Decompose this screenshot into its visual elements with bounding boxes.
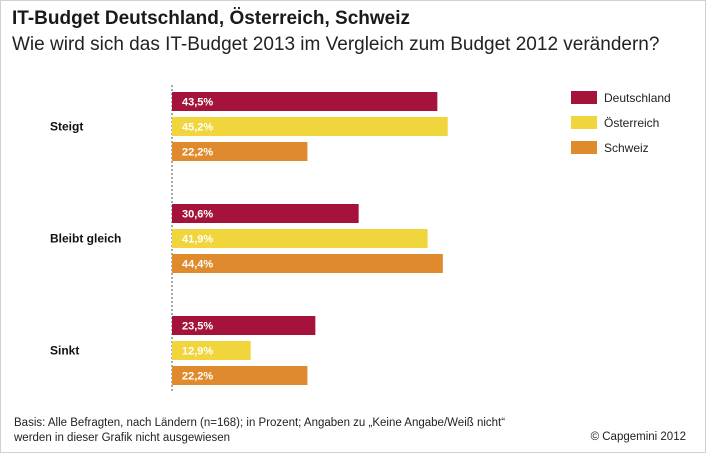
bar-value-label: 45,2%: [182, 122, 213, 134]
bar-schweiz-1: [172, 254, 443, 273]
bar-schweiz-2: [172, 366, 308, 385]
bar-value-label: 30,6%: [182, 209, 213, 221]
legend-swatch: [571, 116, 597, 129]
bar-deutschland-1: [172, 204, 359, 223]
category-labels: Steigt Bleibt gleich Sinkt: [50, 120, 121, 358]
bar-sterreich-2: [172, 341, 251, 360]
bar-sterreich-1: [172, 229, 428, 248]
bar-sterreich-0: [172, 117, 448, 136]
copyright: © Capgemini 2012: [590, 431, 686, 443]
bar-value-label: 41,9%: [182, 234, 213, 246]
legend-swatch: [571, 141, 597, 154]
legend-label: Schweiz: [604, 141, 649, 155]
chart-frame: [0, 0, 706, 453]
bar-value-label: 44,4%: [182, 259, 213, 271]
bar-value-label: 22,2%: [182, 147, 213, 159]
bar-value-label: 12,9%: [182, 346, 213, 358]
bar-deutschland-2: [172, 316, 316, 335]
bar-value-label: 23,5%: [182, 321, 213, 333]
legend-label: Deutschland: [604, 91, 671, 105]
footnote: Basis: Alle Befragten, nach Ländern (n=1…: [14, 417, 506, 444]
legend-label: Österreich: [604, 116, 659, 130]
category-label: Bleibt gleich: [50, 232, 121, 246]
legend-swatch: [571, 91, 597, 104]
bar-schweiz-0: [172, 142, 308, 161]
category-label: Steigt: [50, 120, 83, 134]
chart-title: IT-Budget Deutschland, Österreich, Schwe…: [12, 8, 411, 29]
bar-deutschland-0: [172, 92, 438, 111]
bar-value-label: 43,5%: [182, 97, 213, 109]
bar-value-labels: 43,5% 45,2% 22,2% 30,6% 41,9% 44,4% 23,5% 12,9%…: [182, 97, 213, 383]
chart-subtitle: Wie wird sich das IT-Budget 2013 im Verg…: [12, 34, 660, 55]
category-label: Sinkt: [50, 344, 79, 358]
legend: Deutschland Österreich Schweiz: [571, 91, 671, 155]
bar-value-label: 22,2%: [182, 371, 213, 383]
bars: [172, 92, 448, 385]
